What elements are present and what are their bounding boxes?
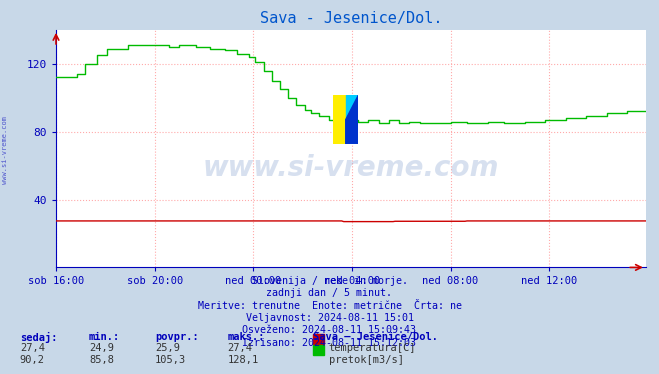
Text: 27,4: 27,4 bbox=[227, 343, 252, 353]
Text: 25,9: 25,9 bbox=[155, 343, 180, 353]
Text: Meritve: trenutne  Enote: metrične  Črta: ne: Meritve: trenutne Enote: metrične Črta: … bbox=[198, 301, 461, 311]
Text: Sava – Jesenice/Dol.: Sava – Jesenice/Dol. bbox=[313, 332, 438, 342]
Text: pretok[m3/s]: pretok[m3/s] bbox=[329, 355, 404, 365]
Text: maks.:: maks.: bbox=[227, 332, 265, 342]
Text: zadnji dan / 5 minut.: zadnji dan / 5 minut. bbox=[266, 288, 393, 298]
Text: temperatura[C]: temperatura[C] bbox=[329, 343, 416, 353]
Text: Osveženo: 2024-08-11 15:09:43: Osveženo: 2024-08-11 15:09:43 bbox=[243, 325, 416, 335]
Text: www.si-vreme.com: www.si-vreme.com bbox=[203, 154, 499, 182]
Polygon shape bbox=[333, 95, 346, 144]
Text: povpr.:: povpr.: bbox=[155, 332, 198, 342]
Text: 27,4: 27,4 bbox=[20, 343, 45, 353]
Text: 85,8: 85,8 bbox=[89, 355, 114, 365]
Text: 24,9: 24,9 bbox=[89, 343, 114, 353]
Text: 90,2: 90,2 bbox=[20, 355, 45, 365]
Text: min.:: min.: bbox=[89, 332, 120, 342]
Text: sedaj:: sedaj: bbox=[20, 332, 57, 343]
Text: Slovenija / reke in morje.: Slovenija / reke in morje. bbox=[252, 276, 407, 286]
Text: 105,3: 105,3 bbox=[155, 355, 186, 365]
Polygon shape bbox=[346, 95, 358, 120]
Text: 128,1: 128,1 bbox=[227, 355, 258, 365]
Text: Veljavnost: 2024-08-11 15:01: Veljavnost: 2024-08-11 15:01 bbox=[246, 313, 413, 323]
Title: Sava - Jesenice/Dol.: Sava - Jesenice/Dol. bbox=[260, 11, 442, 26]
Polygon shape bbox=[346, 95, 358, 144]
Text: Izrisano: 2024-08-11 15:12:03: Izrisano: 2024-08-11 15:12:03 bbox=[243, 338, 416, 348]
Text: www.si-vreme.com: www.si-vreme.com bbox=[2, 116, 9, 184]
